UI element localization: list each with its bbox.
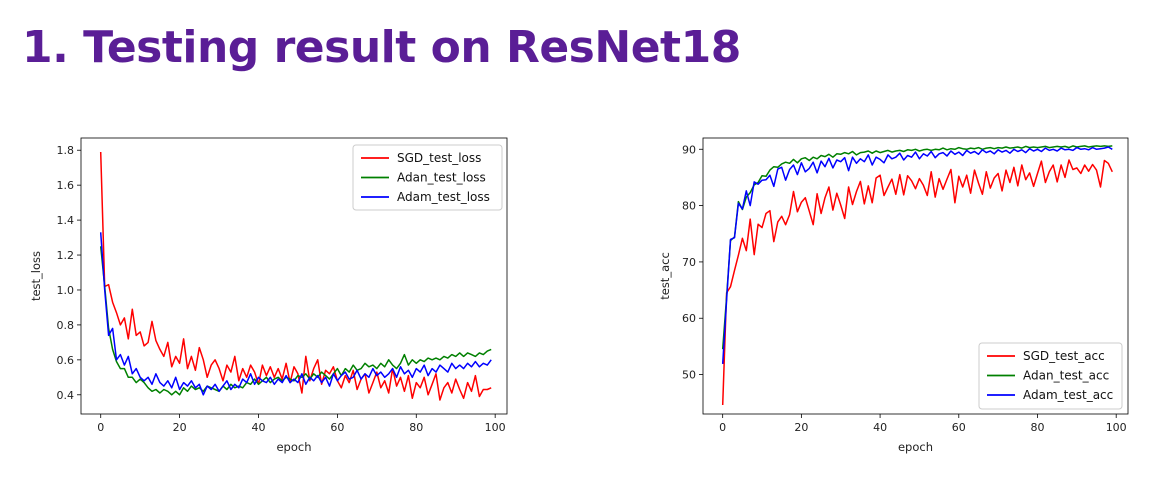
x-tick-label: 100 bbox=[1106, 421, 1127, 434]
y-tick-label: 90 bbox=[682, 143, 696, 156]
legend-label-adam-test-loss: Adam_test_loss bbox=[397, 190, 490, 204]
y-axis-label: test_loss bbox=[29, 251, 43, 301]
plot-frame bbox=[80, 137, 508, 415]
x-tick-label: 80 bbox=[1030, 421, 1044, 434]
series-line-sgd-test-acc bbox=[721, 159, 1113, 406]
x-tick-label: 40 bbox=[873, 421, 887, 434]
y-tick-label: 1.2 bbox=[57, 249, 75, 262]
legend-label-adan-test-acc: Adan_test_acc bbox=[1023, 369, 1109, 383]
legend-label-adam-test-acc: Adam_test_acc bbox=[1023, 388, 1113, 402]
x-tick-label: 0 bbox=[97, 421, 104, 434]
y-tick-label: 1.4 bbox=[57, 214, 75, 227]
y-tick-label: 80 bbox=[682, 200, 696, 213]
y-tick-label: 1.8 bbox=[57, 144, 75, 157]
legend-box bbox=[978, 342, 1123, 410]
y-tick-label: 0.6 bbox=[57, 354, 75, 367]
y-tick-label: 1.0 bbox=[57, 284, 75, 297]
x-tick-label: 100 bbox=[485, 421, 506, 434]
legend: SGD_test_acc Adan_test_acc Adam_test_acc bbox=[978, 342, 1123, 410]
x-axis-label: epoch bbox=[898, 440, 933, 454]
series-line-sgd-test-loss bbox=[99, 151, 492, 401]
plot-frame bbox=[702, 137, 1129, 415]
x-tick-label: 0 bbox=[719, 421, 726, 434]
y-tick-label: 0.8 bbox=[57, 319, 75, 332]
slide-title: 1. Testing result on ResNet18 bbox=[22, 22, 741, 73]
legend: SGD_test_loss Adan_test_loss Adam_test_los… bbox=[352, 144, 503, 211]
legend-box bbox=[352, 144, 503, 211]
y-tick-label: 1.6 bbox=[57, 179, 75, 192]
x-tick-label: 80 bbox=[409, 421, 423, 434]
x-tick-label: 60 bbox=[952, 421, 966, 434]
y-tick-label: 0.4 bbox=[57, 389, 75, 402]
series-line-adan-test-acc bbox=[721, 145, 1113, 350]
y-tick-label: 50 bbox=[682, 369, 696, 382]
x-tick-label: 60 bbox=[330, 421, 344, 434]
y-tick-label: 70 bbox=[682, 256, 696, 269]
series-line-adam-test-acc bbox=[721, 146, 1113, 364]
legend-label-adan-test-loss: Adan_test_loss bbox=[397, 171, 486, 185]
series-line-adan-test-loss bbox=[99, 246, 492, 396]
x-tick-label: 20 bbox=[794, 421, 808, 434]
x-tick-label: 20 bbox=[173, 421, 187, 434]
y-axis-label: test_acc bbox=[658, 252, 672, 300]
x-tick-label: 40 bbox=[252, 421, 266, 434]
x-axis-label: epoch bbox=[276, 440, 311, 454]
series-line-adam-test-loss bbox=[99, 232, 492, 396]
legend-label-sgd-test-loss: SGD_test_loss bbox=[397, 151, 481, 165]
y-tick-label: 60 bbox=[682, 312, 696, 325]
legend-label-sgd-test-acc: SGD_test_acc bbox=[1023, 349, 1105, 363]
